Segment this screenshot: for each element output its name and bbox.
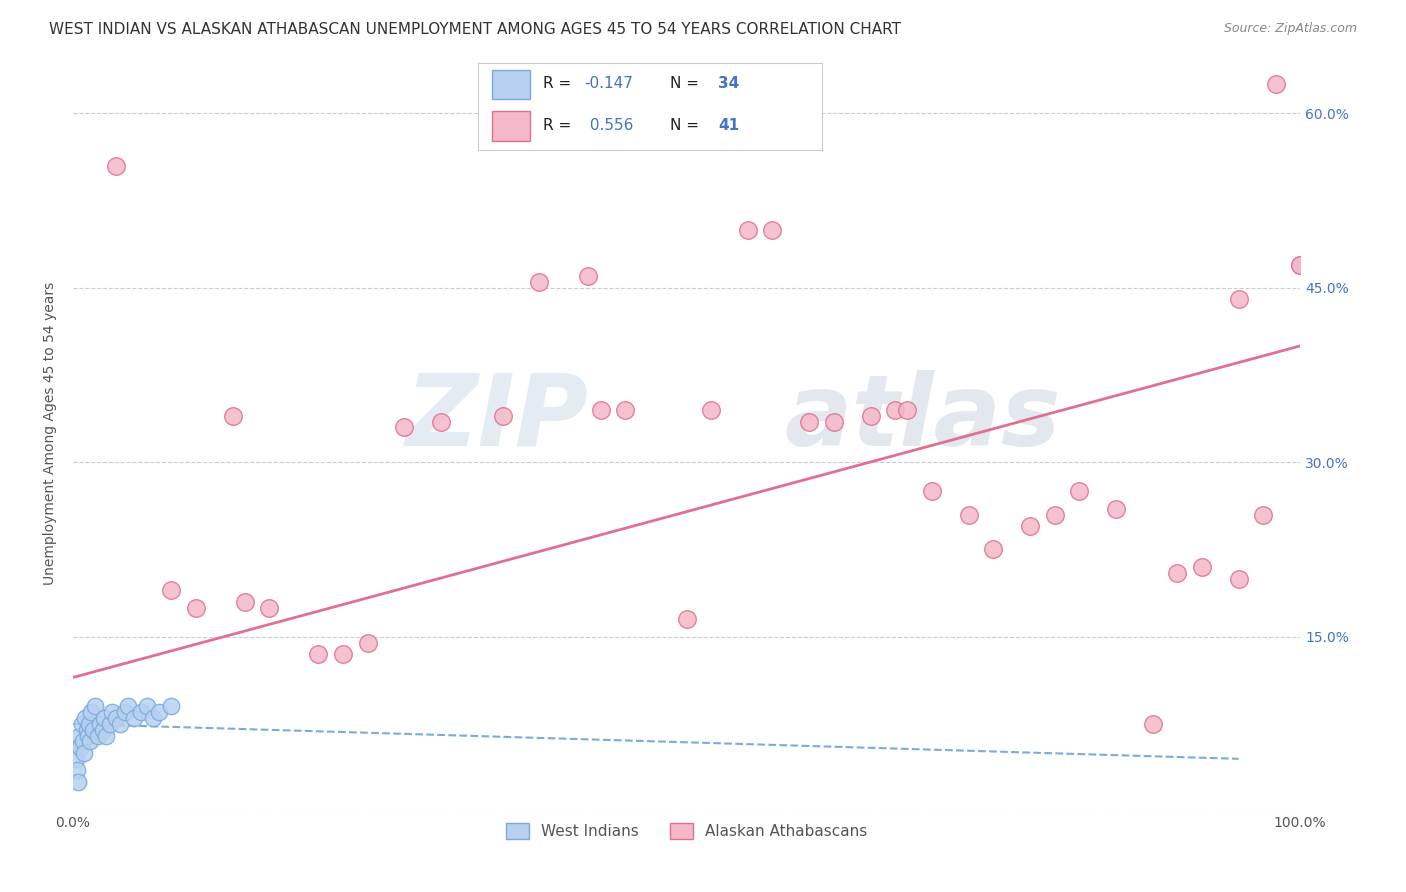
Point	[233, 595, 256, 609]
Point	[356, 635, 378, 649]
Point	[148, 706, 170, 720]
Point	[76, 729, 98, 743]
Point	[221, 409, 243, 423]
Point	[105, 711, 128, 725]
Point	[66, 775, 89, 789]
Point	[981, 542, 1004, 557]
Legend: West Indians, Alaskan Athabascans: West Indians, Alaskan Athabascans	[501, 817, 873, 845]
Point	[72, 734, 94, 748]
Point	[65, 740, 87, 755]
Point	[1069, 484, 1091, 499]
Point	[1289, 258, 1312, 272]
Point	[799, 415, 821, 429]
Point	[84, 699, 107, 714]
Point	[1019, 519, 1042, 533]
Point	[308, 647, 330, 661]
Point	[160, 699, 183, 714]
Point	[1142, 717, 1164, 731]
Point	[117, 699, 139, 714]
Point	[69, 740, 91, 755]
Point	[75, 711, 97, 725]
Point	[1166, 566, 1188, 580]
Point	[98, 717, 121, 731]
Point	[91, 723, 114, 737]
Point	[529, 275, 551, 289]
Point	[859, 409, 882, 423]
Point	[108, 717, 131, 731]
Point	[884, 403, 907, 417]
Point	[1227, 572, 1250, 586]
Point	[101, 706, 124, 720]
Point	[65, 752, 87, 766]
Point	[823, 415, 845, 429]
Point	[1227, 293, 1250, 307]
Point	[79, 734, 101, 748]
Point	[67, 729, 90, 743]
Point	[114, 706, 136, 720]
Text: Source: ZipAtlas.com: Source: ZipAtlas.com	[1223, 22, 1357, 36]
Point	[184, 600, 207, 615]
Point	[957, 508, 980, 522]
Y-axis label: Unemployment Among Ages 45 to 54 years: Unemployment Among Ages 45 to 54 years	[44, 282, 58, 585]
Point	[1105, 501, 1128, 516]
Point	[491, 409, 513, 423]
Point	[1043, 508, 1066, 522]
Point	[1289, 258, 1312, 272]
Point	[589, 403, 612, 417]
Point	[394, 420, 416, 434]
Point	[66, 764, 89, 778]
Point	[896, 403, 918, 417]
Point	[70, 717, 93, 731]
Point	[160, 583, 183, 598]
Point	[332, 647, 354, 661]
Point	[135, 699, 157, 714]
Point	[430, 415, 453, 429]
Point	[761, 222, 783, 236]
Point	[1191, 560, 1213, 574]
Point	[578, 269, 600, 284]
Text: WEST INDIAN VS ALASKAN ATHABASCAN UNEMPLOYMENT AMONG AGES 45 TO 54 YEARS CORRELA: WEST INDIAN VS ALASKAN ATHABASCAN UNEMPL…	[49, 22, 901, 37]
Point	[1251, 508, 1274, 522]
Point	[124, 711, 146, 725]
Point	[129, 706, 152, 720]
Point	[82, 723, 104, 737]
Point	[737, 222, 759, 236]
Text: ZIP: ZIP	[405, 369, 589, 467]
Point	[700, 403, 723, 417]
Point	[73, 746, 96, 760]
Point	[93, 711, 115, 725]
Point	[142, 711, 165, 725]
Point	[105, 159, 128, 173]
Point	[86, 729, 108, 743]
Point	[921, 484, 943, 499]
Point	[614, 403, 637, 417]
Point	[80, 706, 103, 720]
Point	[76, 723, 98, 737]
Text: atlas: atlas	[785, 369, 1062, 467]
Point	[259, 600, 281, 615]
Point	[675, 612, 697, 626]
Point	[96, 729, 118, 743]
Point	[1264, 77, 1286, 91]
Point	[77, 717, 100, 731]
Point	[89, 717, 111, 731]
